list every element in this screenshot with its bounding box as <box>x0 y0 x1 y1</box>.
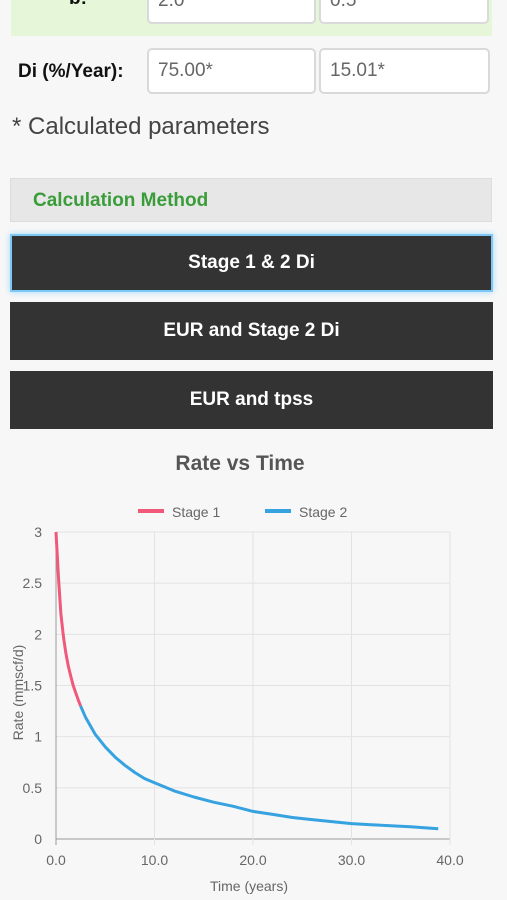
chart-title: Rate vs Time <box>175 452 305 475</box>
calculated-note: * Calculated parameters <box>12 113 270 140</box>
eur-tpss-button[interactable]: EUR and tpss <box>10 371 493 429</box>
y-axis-label: Rate (mmscf/d) <box>10 645 26 741</box>
y-tick-label: 1 <box>34 729 42 745</box>
y-tick-label: 2 <box>34 626 42 642</box>
di-stage1-input[interactable]: 75.00* <box>147 48 316 94</box>
y-tick-label: 0.5 <box>23 780 43 796</box>
y-tick-label: 3 <box>34 524 42 540</box>
x-tick-label: 0.0 <box>46 852 66 868</box>
b-label: b: <box>69 0 87 10</box>
b-stage1-input[interactable]: 2.0 <box>147 0 316 24</box>
series-line-1 <box>54 531 82 707</box>
x-tick-label: 10.0 <box>141 852 168 868</box>
x-tick-label: 20.0 <box>239 852 266 868</box>
legend-swatch-1 <box>138 509 164 513</box>
calculation-method-title: Calculation Method <box>33 190 209 211</box>
x-tick-label: 40.0 <box>436 852 463 868</box>
legend-label-2: Stage 2 <box>299 504 347 520</box>
series-line-2 <box>79 705 439 831</box>
legend-swatch-2 <box>265 509 291 513</box>
y-tick-label: 1.5 <box>23 678 43 694</box>
di-label: Di (%/Year): <box>18 61 124 82</box>
y-tick-label: 0 <box>34 831 42 847</box>
x-tick-label: 30.0 <box>338 852 365 868</box>
b-stage2-input[interactable]: 0.5 <box>319 0 489 24</box>
y-tick-label: 2.5 <box>23 575 43 591</box>
b-parameter-row: b: 2.0 0.5 <box>11 0 492 36</box>
stage-1-2-di-button[interactable]: Stage 1 & 2 Di <box>10 234 493 292</box>
x-axis-label: Time (years) <box>210 878 288 894</box>
calculation-method-header: Calculation Method <box>10 178 492 222</box>
di-stage2-input[interactable]: 15.01* <box>319 48 490 94</box>
eur-stage2-di-button[interactable]: EUR and Stage 2 Di <box>10 302 493 360</box>
legend-label-1: Stage 1 <box>172 504 220 520</box>
